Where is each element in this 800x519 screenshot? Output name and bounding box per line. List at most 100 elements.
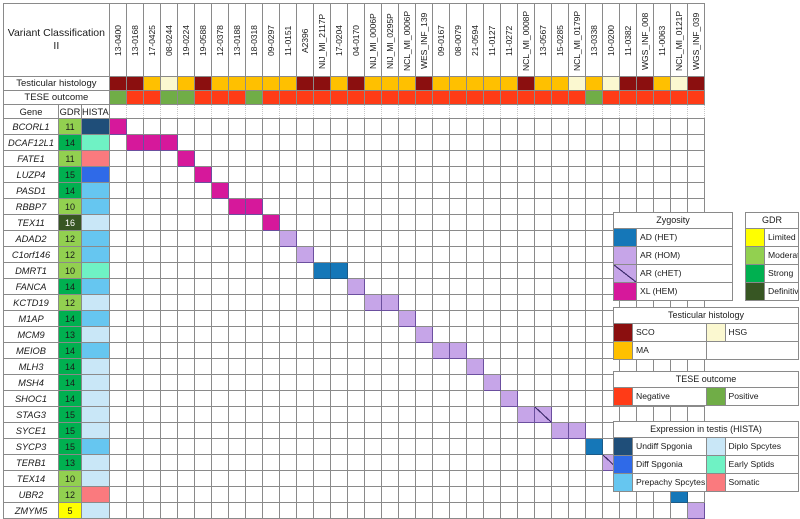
empty-cell bbox=[380, 374, 399, 391]
empty-cell bbox=[414, 166, 433, 183]
empty-cell bbox=[227, 310, 246, 327]
empty-cell bbox=[312, 118, 331, 135]
gene-name-PASD1: PASD1 bbox=[3, 182, 59, 199]
empty-cell bbox=[397, 502, 416, 519]
empty-cell bbox=[329, 166, 348, 183]
gdr-value-STAG3: 15 bbox=[58, 406, 82, 423]
empty-cell bbox=[142, 470, 161, 487]
variant-cell-TEX11-09-0297 bbox=[261, 214, 280, 231]
empty-cell bbox=[193, 230, 212, 247]
empty-cell bbox=[193, 246, 212, 263]
column-header-spacer bbox=[482, 104, 501, 119]
empty-cell bbox=[584, 166, 603, 183]
gene-row: RBBP7 10 bbox=[3, 198, 705, 215]
empty-cell bbox=[176, 406, 195, 423]
sample-header-17-0425: 17-0425 bbox=[142, 3, 161, 77]
legend-tese-label: Negative bbox=[636, 391, 670, 401]
hista-swatch-KCTD19 bbox=[81, 294, 110, 311]
empty-cell bbox=[448, 246, 467, 263]
legend-tese-swatch bbox=[614, 388, 633, 405]
variant-cell-MCM9-WES_INF_139 bbox=[414, 326, 433, 343]
tese-swatch-08-0244 bbox=[159, 90, 178, 105]
empty-cell bbox=[142, 406, 161, 423]
tese-swatch-WGS_INF_039 bbox=[686, 90, 705, 105]
empty-cell bbox=[380, 486, 399, 503]
empty-cell bbox=[244, 310, 263, 327]
empty-cell bbox=[244, 406, 263, 423]
histology-swatch-A2396 bbox=[295, 76, 314, 91]
empty-cell bbox=[227, 118, 246, 135]
empty-cell bbox=[397, 390, 416, 407]
empty-cell bbox=[244, 118, 263, 135]
empty-cell bbox=[550, 278, 569, 295]
empty-cell bbox=[176, 214, 195, 231]
empty-cell bbox=[278, 486, 297, 503]
legend-zygosity-swatch bbox=[614, 247, 637, 264]
empty-cell bbox=[567, 438, 586, 455]
empty-cell bbox=[516, 182, 535, 199]
tese-swatch-09-0167 bbox=[431, 90, 450, 105]
gdr-value-ADAD2: 12 bbox=[58, 230, 82, 247]
column-header-spacer bbox=[312, 104, 331, 119]
empty-cell bbox=[550, 326, 569, 343]
empty-cell bbox=[686, 134, 705, 151]
variant-cell-STAG3-13-0567 bbox=[533, 406, 552, 423]
legend-tese-title: TESE outcome bbox=[614, 372, 798, 388]
sample-header-10-0200: 10-0200 bbox=[601, 3, 620, 77]
variant-cell-SHOC1-11-0272 bbox=[499, 390, 518, 407]
empty-cell bbox=[635, 198, 654, 215]
empty-cell bbox=[550, 262, 569, 279]
empty-cell bbox=[380, 342, 399, 359]
empty-cell bbox=[210, 246, 229, 263]
empty-cell bbox=[227, 374, 246, 391]
empty-cell bbox=[567, 470, 586, 487]
tese-swatch-13-0188 bbox=[227, 90, 246, 105]
sample-header-label: 15-0285 bbox=[554, 25, 565, 57]
empty-cell bbox=[295, 502, 314, 519]
hista-swatch-TEX11 bbox=[81, 214, 110, 231]
empty-cell bbox=[312, 150, 331, 167]
empty-cell bbox=[312, 310, 331, 327]
sample-header-label: 21-0594 bbox=[469, 25, 480, 57]
empty-cell bbox=[635, 118, 654, 135]
empty-cell bbox=[686, 118, 705, 135]
empty-cell bbox=[108, 166, 127, 183]
histology-swatch-08-0079 bbox=[448, 76, 467, 91]
empty-cell bbox=[363, 150, 382, 167]
empty-cell bbox=[567, 294, 586, 311]
empty-cell bbox=[295, 374, 314, 391]
empty-cell bbox=[125, 422, 144, 439]
empty-cell bbox=[618, 134, 637, 151]
empty-cell bbox=[278, 454, 297, 471]
gdr-value-FATE1: 11 bbox=[58, 150, 82, 167]
empty-cell bbox=[159, 486, 178, 503]
empty-cell bbox=[108, 278, 127, 295]
gene-name-MLH3: MLH3 bbox=[3, 358, 59, 375]
empty-cell bbox=[193, 134, 212, 151]
empty-cell bbox=[465, 454, 484, 471]
gene-row: SHOC1 14 bbox=[3, 390, 705, 407]
legend-tese-label: Positive bbox=[728, 391, 759, 401]
empty-cell bbox=[669, 182, 688, 199]
empty-cell bbox=[397, 246, 416, 263]
gdr-value-M1AP: 14 bbox=[58, 310, 82, 327]
gdr-column-header: GDR bbox=[58, 104, 82, 119]
empty-cell bbox=[567, 486, 586, 503]
gdr-value-LUZP4: 15 bbox=[58, 166, 82, 183]
figure-root: Variant Classification II 13-0400 13-0168 1… bbox=[3, 3, 799, 519]
empty-cell bbox=[227, 502, 246, 519]
empty-cell bbox=[193, 390, 212, 407]
empty-cell bbox=[312, 486, 331, 503]
empty-cell bbox=[567, 118, 586, 135]
empty-cell bbox=[686, 150, 705, 167]
empty-cell bbox=[261, 438, 280, 455]
empty-cell bbox=[584, 310, 603, 327]
empty-cell bbox=[380, 310, 399, 327]
empty-cell bbox=[397, 438, 416, 455]
empty-cell bbox=[465, 470, 484, 487]
empty-cell bbox=[363, 486, 382, 503]
empty-cell bbox=[227, 246, 246, 263]
empty-cell bbox=[346, 470, 365, 487]
empty-cell bbox=[278, 470, 297, 487]
empty-cell bbox=[448, 214, 467, 231]
